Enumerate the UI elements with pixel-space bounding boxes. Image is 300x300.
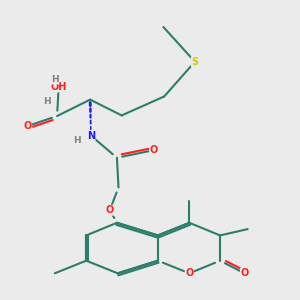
Text: O: O bbox=[106, 205, 114, 215]
Text: O: O bbox=[23, 121, 31, 131]
Text: H: H bbox=[74, 136, 81, 145]
Text: H: H bbox=[51, 75, 59, 84]
Text: O: O bbox=[185, 268, 194, 278]
Text: S: S bbox=[191, 57, 198, 67]
Text: O: O bbox=[150, 145, 158, 155]
Text: H: H bbox=[43, 97, 50, 106]
Text: O: O bbox=[240, 268, 249, 278]
Text: OH: OH bbox=[50, 82, 67, 92]
Text: N: N bbox=[87, 130, 95, 141]
